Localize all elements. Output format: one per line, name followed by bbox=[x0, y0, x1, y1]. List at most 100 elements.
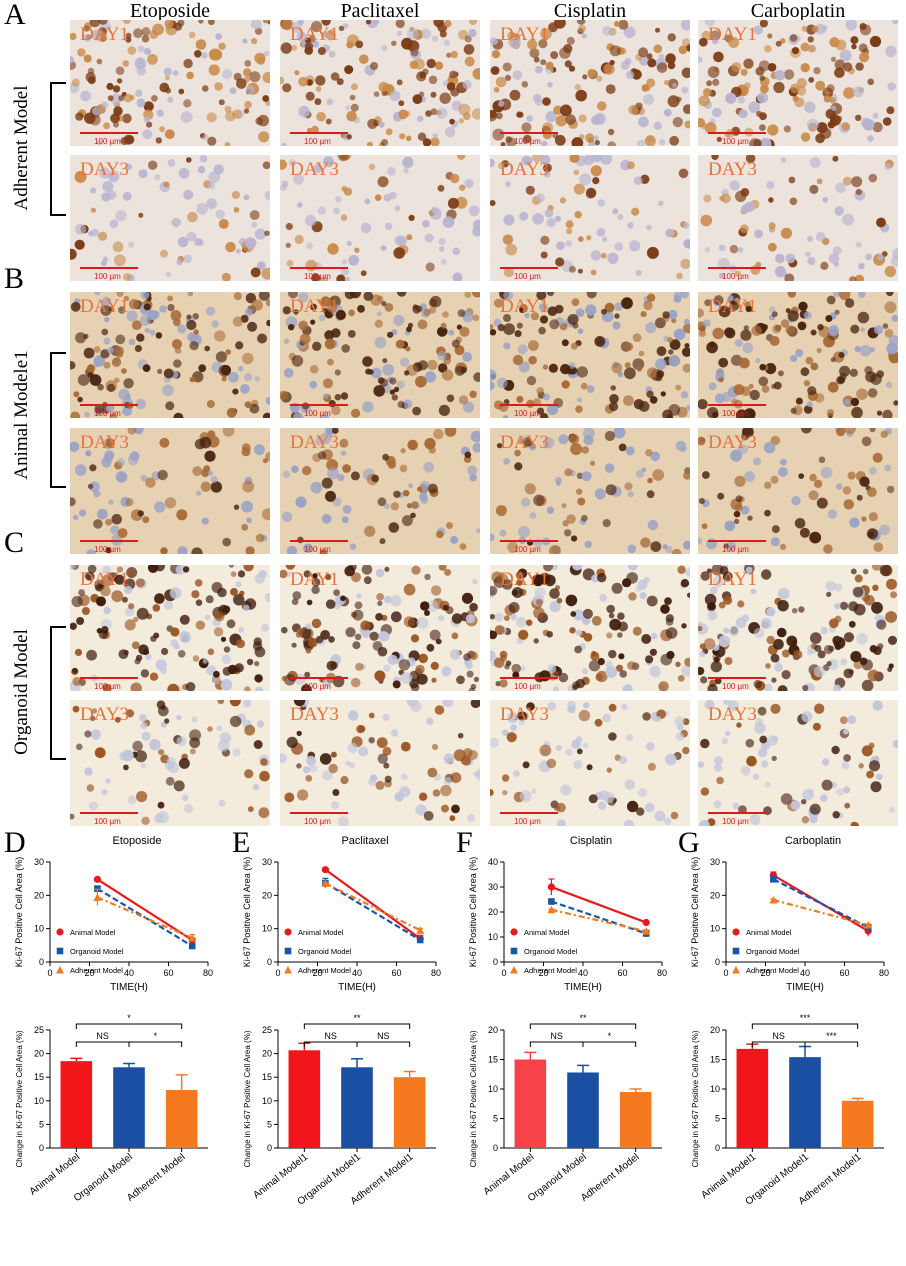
day-label: DAY1 bbox=[80, 296, 129, 317]
row-bracket-adherent bbox=[50, 82, 66, 216]
scale-bar-label: 100 µm bbox=[94, 272, 121, 281]
data-point bbox=[770, 876, 777, 883]
day-label: DAY3 bbox=[500, 704, 549, 725]
x-tick-label: 20 bbox=[312, 968, 322, 978]
micrograph-texture bbox=[698, 20, 898, 146]
y-axis-label: Ki-67 Positive Cell Area (%) bbox=[14, 857, 24, 968]
series-line bbox=[551, 885, 647, 924]
scale-bar-label: 100 µm bbox=[722, 682, 749, 691]
scale-bar-label: 100 µm bbox=[514, 545, 541, 554]
row-label-animal: Animal Modele1 bbox=[11, 350, 32, 480]
x-tick-label: 60 bbox=[391, 968, 401, 978]
significance-label: NS bbox=[377, 1031, 390, 1041]
series-line bbox=[324, 868, 421, 940]
bar bbox=[789, 1057, 821, 1148]
y-tick-label: 0 bbox=[39, 957, 44, 967]
scale-bar-label: 100 µm bbox=[722, 409, 749, 418]
column-header-etoposide: Etoposide bbox=[130, 0, 210, 22]
significance-bracket bbox=[751, 1023, 859, 1029]
series-line bbox=[551, 900, 647, 935]
scale-bar bbox=[290, 267, 348, 269]
micrograph-texture bbox=[70, 565, 270, 691]
micrograph-texture bbox=[490, 428, 690, 554]
y-tick-label: 20 bbox=[262, 1049, 272, 1059]
data-point bbox=[642, 918, 650, 927]
y-tick-label: 30 bbox=[34, 857, 44, 867]
micrograph-texture bbox=[280, 20, 480, 146]
significance-label: * bbox=[127, 1013, 131, 1023]
legend-label: Animal Model bbox=[524, 928, 570, 937]
bar bbox=[514, 1059, 547, 1148]
y-tick-label: 40 bbox=[488, 857, 498, 867]
x-axis-label: TIME(H) bbox=[564, 982, 602, 993]
line-chart-title: Carboplatin bbox=[785, 835, 841, 847]
scale-bar bbox=[708, 677, 766, 679]
micrograph-adherent-day3-paclitaxel: DAY3 100 µm bbox=[280, 155, 480, 281]
data-point bbox=[188, 934, 197, 942]
data-point bbox=[769, 896, 778, 904]
micrograph-texture bbox=[281, 428, 480, 554]
y-tick-label: 15 bbox=[262, 1072, 272, 1082]
micrograph-organoid-day3-cisplatin: DAY3 100 µm bbox=[490, 700, 690, 826]
significance-label: ** bbox=[353, 1013, 361, 1023]
y-tick-label: 0 bbox=[267, 957, 272, 967]
micrograph-texture bbox=[70, 292, 270, 418]
y-tick-label: 10 bbox=[488, 932, 498, 942]
day-label: DAY1 bbox=[708, 569, 757, 590]
micrograph-texture bbox=[490, 155, 690, 280]
legend-label: Organoid Model bbox=[298, 947, 352, 956]
x-axis-label: TIME(H) bbox=[338, 982, 376, 993]
series-line bbox=[96, 878, 193, 941]
x-tick-label: 0 bbox=[47, 968, 52, 978]
scale-bar-label: 100 µm bbox=[514, 817, 541, 826]
bar bbox=[567, 1072, 599, 1148]
day-label: DAY3 bbox=[80, 432, 129, 453]
scale-bar bbox=[500, 677, 558, 679]
micrograph-texture bbox=[70, 20, 270, 146]
y-axis-label: Ki-67 Positive Cell Area (%) bbox=[690, 857, 700, 968]
significance-bracket bbox=[128, 1041, 183, 1047]
day-label: DAY1 bbox=[708, 24, 757, 45]
y-tick-label: 10 bbox=[262, 924, 272, 934]
x-tick-label: 60 bbox=[163, 968, 173, 978]
data-point bbox=[547, 905, 556, 914]
x-tick-label: 40 bbox=[578, 968, 588, 978]
data-point bbox=[321, 866, 329, 874]
x-tick-label: Animal Model bbox=[28, 1152, 83, 1198]
y-tick-label: 15 bbox=[710, 1055, 720, 1065]
micrograph-animal-day3-carboplatin: DAY3 100 µm bbox=[698, 428, 898, 554]
y-tick-label: 10 bbox=[262, 1096, 272, 1106]
scale-bar-label: 100 µm bbox=[304, 409, 331, 418]
x-tick-label: 60 bbox=[839, 968, 849, 978]
day-label: DAY3 bbox=[290, 159, 339, 180]
row-bracket-organoid bbox=[50, 626, 66, 760]
day-label: DAY1 bbox=[500, 569, 549, 590]
scale-bar-label: 100 µm bbox=[304, 272, 331, 281]
row-label-organoid: Organoid Model bbox=[11, 629, 32, 755]
y-axis-label: Ki-67 Positive Cell Area (%) bbox=[242, 857, 252, 968]
y-tick-label: 20 bbox=[262, 890, 272, 900]
scale-bar bbox=[290, 132, 348, 134]
significance-label: * bbox=[154, 1031, 158, 1041]
legend-label: Organoid Model bbox=[746, 947, 800, 956]
legend-marker bbox=[56, 928, 64, 936]
legend-label: Organoid Model bbox=[70, 947, 124, 956]
day-label: DAY1 bbox=[500, 296, 549, 317]
significance-label: NS bbox=[772, 1031, 785, 1041]
day-label: DAY1 bbox=[708, 296, 757, 317]
micrograph-texture bbox=[698, 565, 898, 691]
significance-label: NS bbox=[96, 1031, 109, 1041]
bar bbox=[113, 1067, 145, 1148]
column-header-carboplatin: Carboplatin bbox=[750, 0, 846, 22]
x-tick-label: 60 bbox=[617, 968, 627, 978]
legend-marker bbox=[284, 966, 292, 974]
legend-marker bbox=[732, 928, 740, 936]
data-point bbox=[547, 883, 556, 891]
legend-label: Adherent Model bbox=[70, 966, 123, 975]
y-tick-label: 0 bbox=[493, 1143, 498, 1153]
series-line bbox=[324, 882, 421, 932]
bar bbox=[288, 1050, 321, 1148]
micrograph-texture bbox=[280, 292, 480, 418]
y-tick-label: 0 bbox=[715, 1143, 720, 1153]
bar bbox=[393, 1077, 426, 1148]
